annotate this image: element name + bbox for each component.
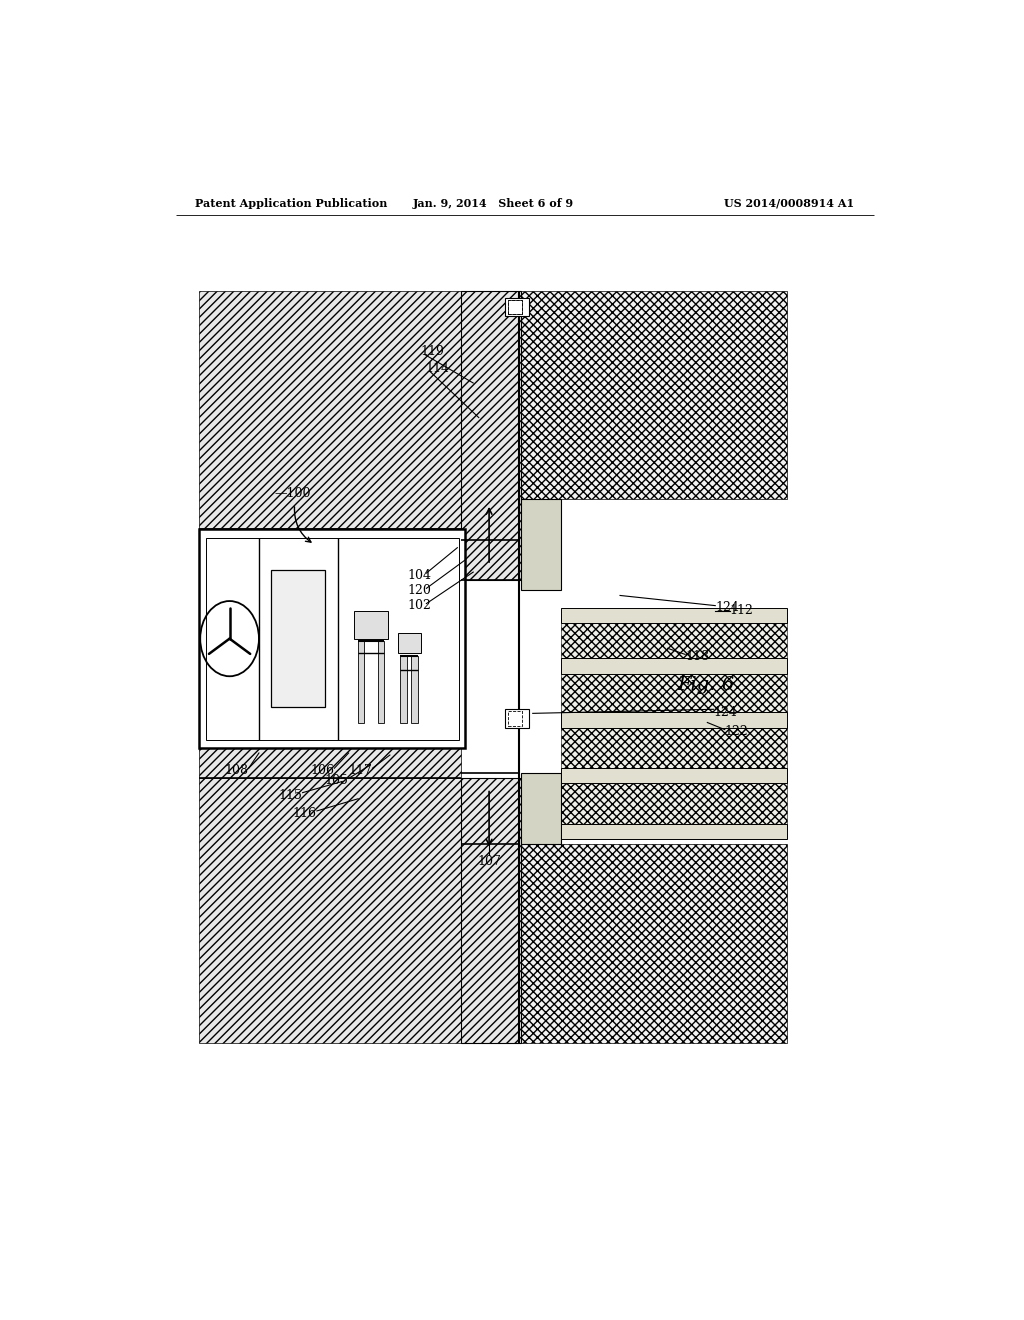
Bar: [378, 642, 384, 722]
Polygon shape: [200, 779, 461, 1043]
Bar: [200, 529, 465, 748]
Text: 114: 114: [426, 362, 450, 375]
Bar: [270, 570, 325, 708]
Bar: [508, 300, 522, 314]
Bar: [560, 618, 786, 659]
Text: 119: 119: [420, 345, 444, 358]
Text: 117: 117: [348, 764, 373, 776]
Bar: [560, 824, 786, 840]
Bar: [560, 659, 786, 673]
Bar: [505, 709, 528, 727]
Bar: [461, 779, 521, 1043]
Bar: [508, 711, 522, 726]
Text: 115: 115: [279, 789, 303, 803]
Bar: [560, 672, 786, 713]
Polygon shape: [200, 748, 461, 779]
Bar: [206, 537, 459, 739]
Bar: [521, 845, 786, 1043]
Bar: [398, 634, 421, 653]
Text: 106: 106: [310, 764, 334, 776]
Bar: [521, 499, 560, 590]
Bar: [560, 784, 786, 824]
Text: 102: 102: [408, 599, 431, 612]
Text: 116: 116: [293, 808, 316, 821]
Text: 124: 124: [714, 706, 737, 719]
Text: 105: 105: [325, 774, 348, 787]
Bar: [354, 611, 388, 639]
Bar: [560, 768, 786, 784]
Bar: [412, 656, 419, 722]
Bar: [505, 297, 528, 315]
Text: 120: 120: [408, 583, 431, 597]
Text: Patent Application Publication: Patent Application Publication: [196, 198, 388, 209]
Text: 108: 108: [224, 764, 249, 776]
Text: 112: 112: [729, 605, 754, 618]
Bar: [521, 774, 560, 845]
Bar: [358, 642, 365, 722]
Bar: [400, 656, 408, 722]
Text: 122: 122: [725, 725, 749, 738]
Bar: [461, 290, 521, 581]
Bar: [560, 713, 786, 727]
Bar: [560, 727, 786, 768]
Text: Fig. 6: Fig. 6: [677, 676, 734, 694]
Text: 118: 118: [685, 649, 709, 663]
Text: US 2014/0008914 A1: US 2014/0008914 A1: [724, 198, 854, 209]
Text: 124: 124: [715, 601, 739, 614]
Bar: [508, 300, 522, 314]
Polygon shape: [200, 290, 461, 529]
Bar: [521, 290, 786, 499]
Text: 104: 104: [408, 569, 431, 582]
Text: Jan. 9, 2014   Sheet 6 of 9: Jan. 9, 2014 Sheet 6 of 9: [413, 198, 573, 209]
Text: 107: 107: [477, 855, 501, 869]
Text: —100: —100: [274, 487, 311, 500]
Bar: [560, 607, 786, 623]
